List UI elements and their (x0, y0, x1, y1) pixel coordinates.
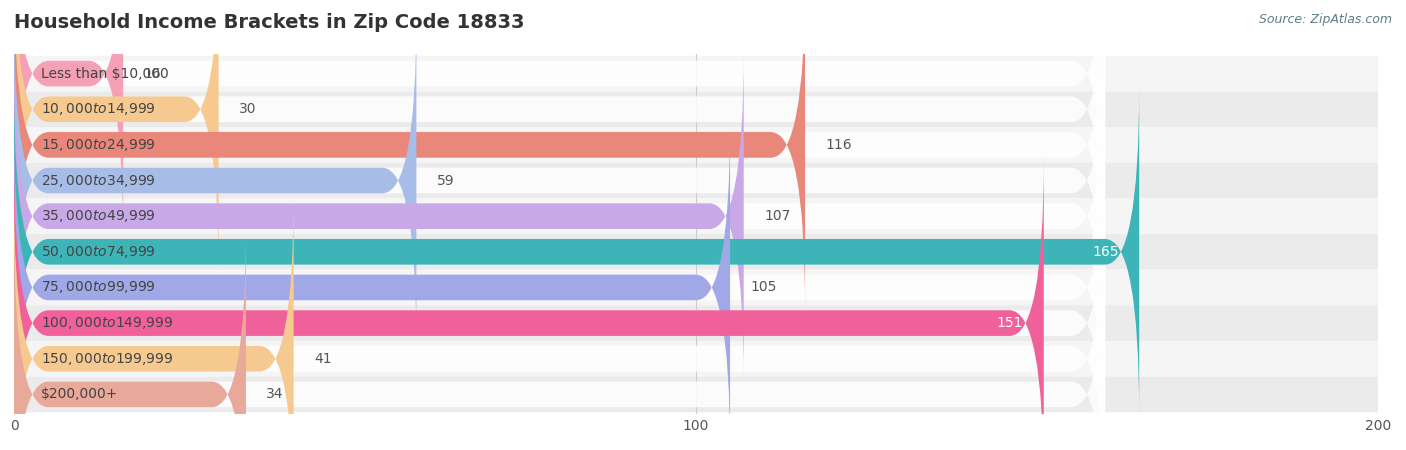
FancyBboxPatch shape (14, 15, 416, 346)
FancyBboxPatch shape (14, 0, 1105, 310)
FancyBboxPatch shape (14, 122, 1105, 450)
FancyBboxPatch shape (14, 377, 1378, 412)
FancyBboxPatch shape (14, 229, 1105, 450)
FancyBboxPatch shape (14, 0, 219, 274)
FancyBboxPatch shape (14, 0, 1105, 239)
Text: 107: 107 (765, 209, 790, 223)
Text: 30: 30 (239, 102, 256, 116)
FancyBboxPatch shape (14, 51, 1105, 382)
Text: Less than $10,000: Less than $10,000 (41, 67, 169, 81)
FancyBboxPatch shape (14, 194, 1105, 450)
Text: $25,000 to $34,999: $25,000 to $34,999 (41, 172, 156, 189)
FancyBboxPatch shape (14, 15, 1105, 346)
Text: $35,000 to $49,999: $35,000 to $49,999 (41, 208, 156, 224)
Text: $150,000 to $199,999: $150,000 to $199,999 (41, 351, 174, 367)
Text: 165: 165 (1092, 245, 1119, 259)
FancyBboxPatch shape (14, 86, 1105, 417)
Text: $50,000 to $74,999: $50,000 to $74,999 (41, 244, 156, 260)
Text: $100,000 to $149,999: $100,000 to $149,999 (41, 315, 174, 331)
FancyBboxPatch shape (14, 234, 1378, 270)
FancyBboxPatch shape (14, 194, 294, 450)
Text: Household Income Brackets in Zip Code 18833: Household Income Brackets in Zip Code 18… (14, 14, 524, 32)
FancyBboxPatch shape (14, 56, 1378, 91)
FancyBboxPatch shape (14, 127, 1378, 163)
FancyBboxPatch shape (14, 0, 1105, 274)
FancyBboxPatch shape (14, 0, 124, 239)
Text: 34: 34 (266, 387, 284, 401)
Text: 59: 59 (437, 174, 454, 188)
FancyBboxPatch shape (14, 270, 1378, 305)
Text: $10,000 to $14,999: $10,000 to $14,999 (41, 101, 156, 117)
Text: 16: 16 (143, 67, 162, 81)
FancyBboxPatch shape (14, 51, 744, 382)
Text: 41: 41 (314, 352, 332, 366)
FancyBboxPatch shape (14, 163, 1378, 198)
FancyBboxPatch shape (14, 91, 1378, 127)
FancyBboxPatch shape (14, 158, 1105, 450)
FancyBboxPatch shape (14, 0, 806, 310)
FancyBboxPatch shape (14, 122, 730, 450)
FancyBboxPatch shape (14, 229, 246, 450)
FancyBboxPatch shape (14, 86, 1139, 417)
Text: Source: ZipAtlas.com: Source: ZipAtlas.com (1258, 14, 1392, 27)
FancyBboxPatch shape (14, 305, 1378, 341)
Text: 151: 151 (997, 316, 1024, 330)
Text: 105: 105 (751, 280, 778, 294)
Text: $75,000 to $99,999: $75,000 to $99,999 (41, 279, 156, 296)
FancyBboxPatch shape (14, 198, 1378, 234)
FancyBboxPatch shape (14, 158, 1043, 450)
FancyBboxPatch shape (14, 341, 1378, 377)
Text: $15,000 to $24,999: $15,000 to $24,999 (41, 137, 156, 153)
Text: $200,000+: $200,000+ (41, 387, 118, 401)
Text: 116: 116 (825, 138, 852, 152)
